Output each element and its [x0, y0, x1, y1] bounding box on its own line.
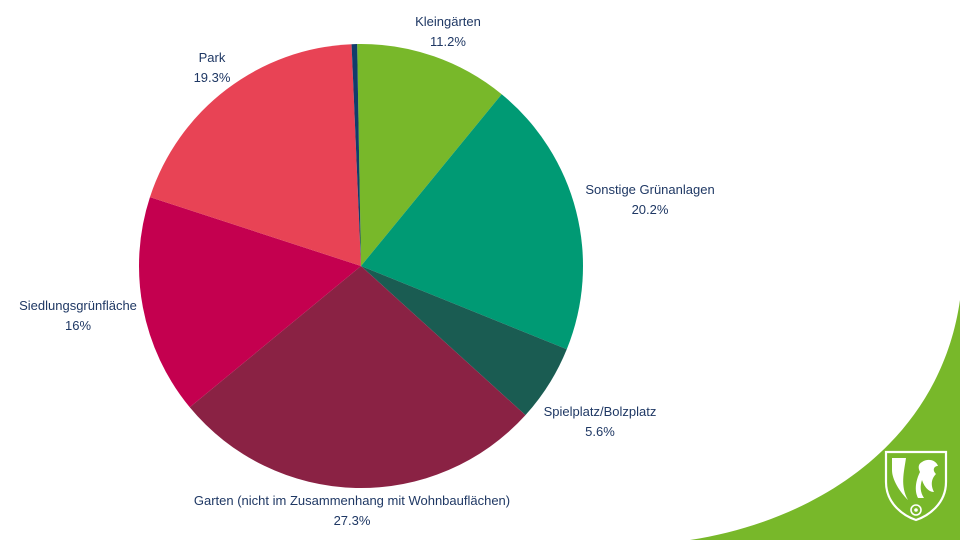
pie-slice	[138, 197, 361, 408]
slice-value-label: 16%	[65, 318, 91, 333]
pie-slice	[189, 266, 526, 488]
pie-slice	[361, 94, 584, 350]
pie-slice	[149, 44, 361, 267]
slice-label: Siedlungsgrünfläche	[19, 298, 137, 313]
slice-value-label: 11.2%	[430, 34, 466, 49]
pie-slice	[357, 43, 502, 266]
slice-label: Sonstige Grünanlagen	[585, 182, 714, 197]
green-swoosh-decoration	[690, 300, 960, 540]
slice-label: Kleingärten	[415, 14, 481, 29]
slice-value-label: 5.6%	[585, 424, 615, 439]
slice-label: Spielplatz/Bolzplatz	[544, 404, 657, 419]
pie-slice	[361, 266, 567, 416]
slice-value-label: 20.2%	[632, 202, 669, 217]
nrw-coat-of-arms-icon	[884, 450, 948, 522]
slice-value-label: 27.3%	[334, 513, 371, 528]
slice-value-label: 19.3%	[194, 70, 231, 85]
pie-chart	[138, 43, 584, 488]
slice-label: Park	[199, 50, 226, 65]
pie-slice	[351, 44, 361, 266]
pie-labels: Kleingärten 11.2% Sonstige Grünanlagen 20.2…	[19, 14, 715, 528]
slice-label: Garten (nicht im Zusammenhang mit Wohnba…	[194, 493, 510, 508]
